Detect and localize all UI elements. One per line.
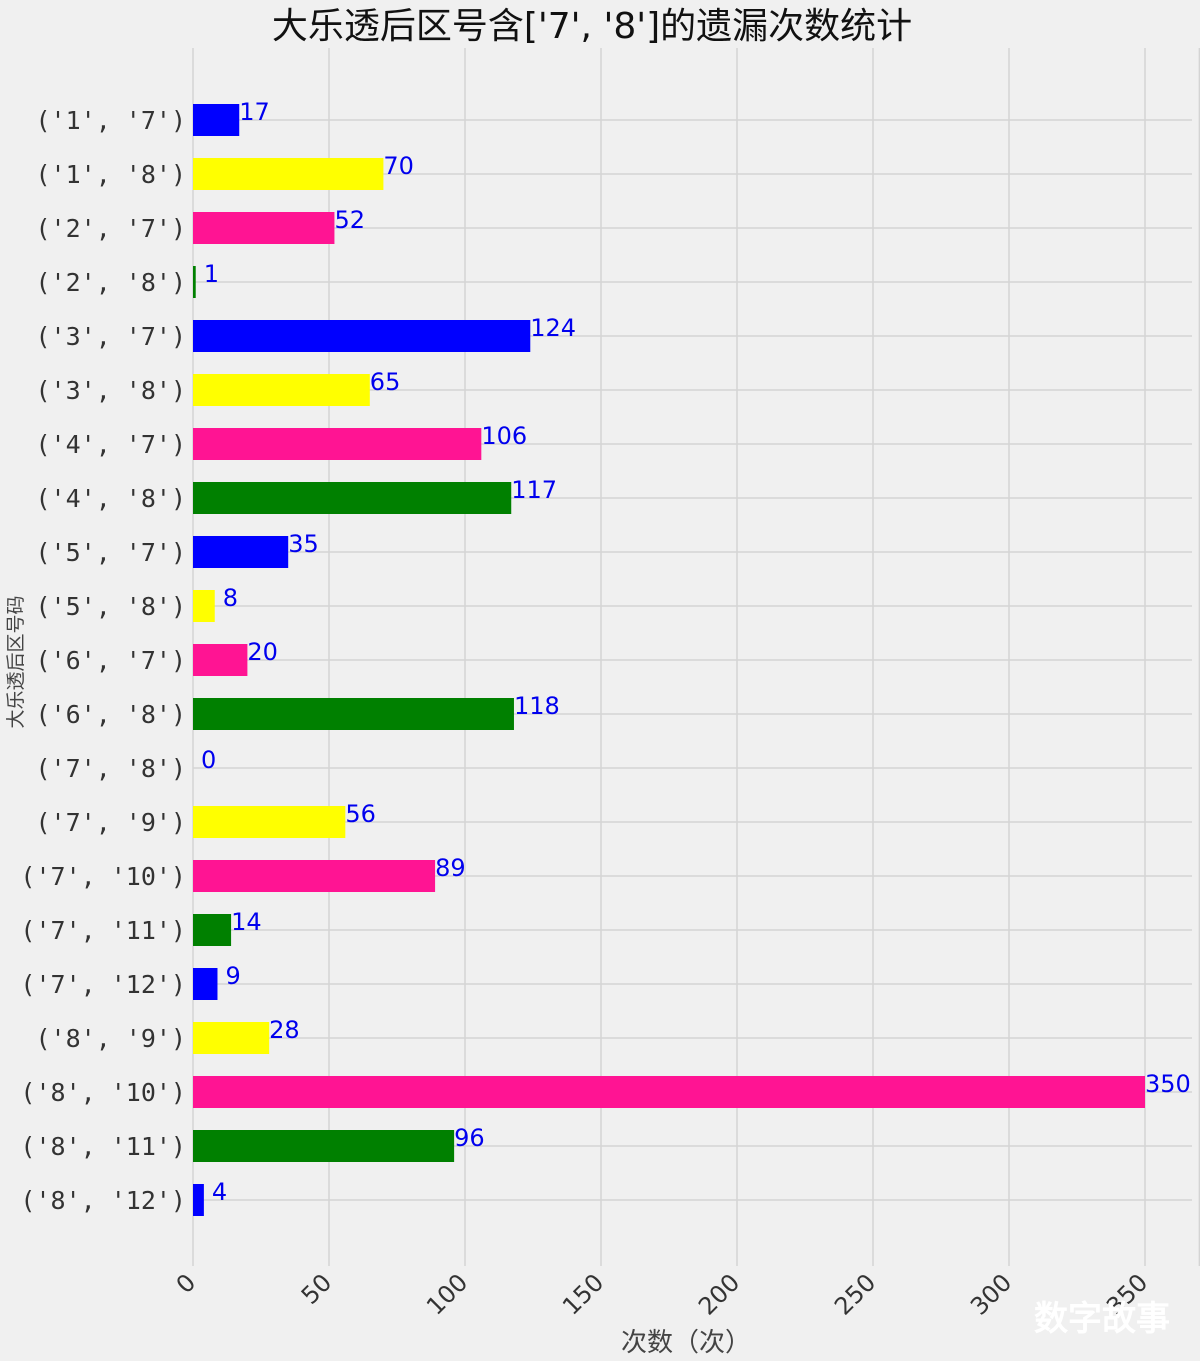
watermark: 数字故事 — [1034, 1299, 1170, 1339]
data-label: 28 — [269, 1016, 300, 1044]
data-label: 20 — [247, 638, 278, 666]
y-tick-label: ('6', '7') — [35, 646, 186, 675]
bar — [193, 644, 248, 676]
y-tick-label: ('7', '12') — [20, 970, 186, 999]
data-label: 89 — [435, 854, 466, 882]
bar — [193, 806, 346, 838]
x-tick-label: 200 — [693, 1268, 745, 1320]
y-tick-label: ('3', '8') — [35, 376, 186, 405]
bar — [193, 320, 531, 352]
bar — [193, 1076, 1145, 1108]
data-label: 8 — [223, 584, 238, 612]
data-label: 350 — [1145, 1070, 1191, 1098]
data-label: 35 — [288, 530, 319, 558]
y-tick-label: ('1', '8') — [35, 160, 186, 189]
y-tick-label: ('8', '11') — [20, 1132, 186, 1161]
bars — [193, 104, 1145, 1216]
data-label: 96 — [454, 1124, 485, 1152]
data-labels: 17 70 52 1 124 65 106 117 35 8 20 118 0 56 89 14 9 28 350 9… — [201, 98, 1191, 1206]
y-tick-label: ('4', '7') — [35, 430, 186, 459]
y-tick-label: ('2', '7') — [35, 214, 186, 243]
bar — [193, 860, 436, 892]
y-tick-label: ('1', '7') — [35, 106, 186, 135]
bar — [193, 1184, 204, 1216]
bar — [193, 104, 240, 136]
y-tick-label: ('7', '9') — [35, 808, 186, 837]
grid-lines — [192, 48, 1200, 1266]
data-label: 9 — [225, 962, 240, 990]
y-axis-label: 大乐透后区号码 — [5, 595, 27, 728]
y-tick-label: ('6', '8') — [35, 700, 186, 729]
y-tick-label: ('5', '7') — [35, 538, 186, 567]
bar — [193, 968, 218, 1000]
bar — [193, 266, 196, 298]
x-tick-label: 50 — [296, 1268, 337, 1309]
y-tick-labels: ('1', '7') ('1', '8') ('2', '7') ('2', '8')… — [20, 106, 186, 1215]
y-tick-label: ('3', '7') — [35, 322, 186, 351]
y-tick-label: ('7', '8') — [35, 754, 186, 783]
bar — [193, 536, 289, 568]
y-tick-label: ('4', '8') — [35, 484, 186, 513]
x-tick-labels: 0 50 100 150 200 250 300 350 — [171, 1268, 1154, 1320]
y-tick-label: ('5', '8') — [35, 592, 186, 621]
bar — [193, 1022, 270, 1054]
x-tick-label: 0 — [171, 1268, 202, 1299]
bar — [193, 212, 335, 244]
data-label: 106 — [481, 422, 527, 450]
bar — [193, 698, 514, 730]
data-label: 124 — [530, 314, 576, 342]
x-axis-label: 次数（次） — [621, 1328, 751, 1358]
x-tick-label: 300 — [965, 1268, 1017, 1320]
bar — [193, 1130, 455, 1162]
x-tick-label: 100 — [421, 1268, 473, 1320]
y-tick-label: ('2', '8') — [35, 268, 186, 297]
y-tick-label: ('8', '12') — [20, 1186, 186, 1215]
bar — [193, 914, 232, 946]
bar — [193, 158, 384, 190]
data-label: 118 — [514, 692, 560, 720]
data-label: 65 — [370, 368, 401, 396]
bar — [193, 590, 215, 622]
data-label: 1 — [204, 260, 219, 288]
x-tick-label: 150 — [557, 1268, 609, 1320]
data-label: 117 — [511, 476, 557, 504]
y-tick-label: ('7', '11') — [20, 916, 186, 945]
chart-title: 大乐透后区号含['7', '8']的遗漏次数统计 — [272, 6, 912, 47]
bar — [193, 374, 370, 406]
data-label: 70 — [383, 152, 414, 180]
y-tick-label: ('7', '10') — [20, 862, 186, 891]
data-label: 4 — [212, 1178, 227, 1206]
bar — [193, 428, 482, 460]
data-label: 0 — [201, 746, 216, 774]
data-label: 56 — [345, 800, 376, 828]
data-label: 52 — [334, 206, 365, 234]
data-label: 14 — [231, 908, 262, 936]
bar — [193, 482, 512, 514]
y-tick-label: ('8', '10') — [20, 1078, 186, 1107]
data-label: 17 — [239, 98, 270, 126]
y-tick-label: ('8', '9') — [35, 1024, 186, 1053]
x-tick-label: 250 — [829, 1268, 881, 1320]
